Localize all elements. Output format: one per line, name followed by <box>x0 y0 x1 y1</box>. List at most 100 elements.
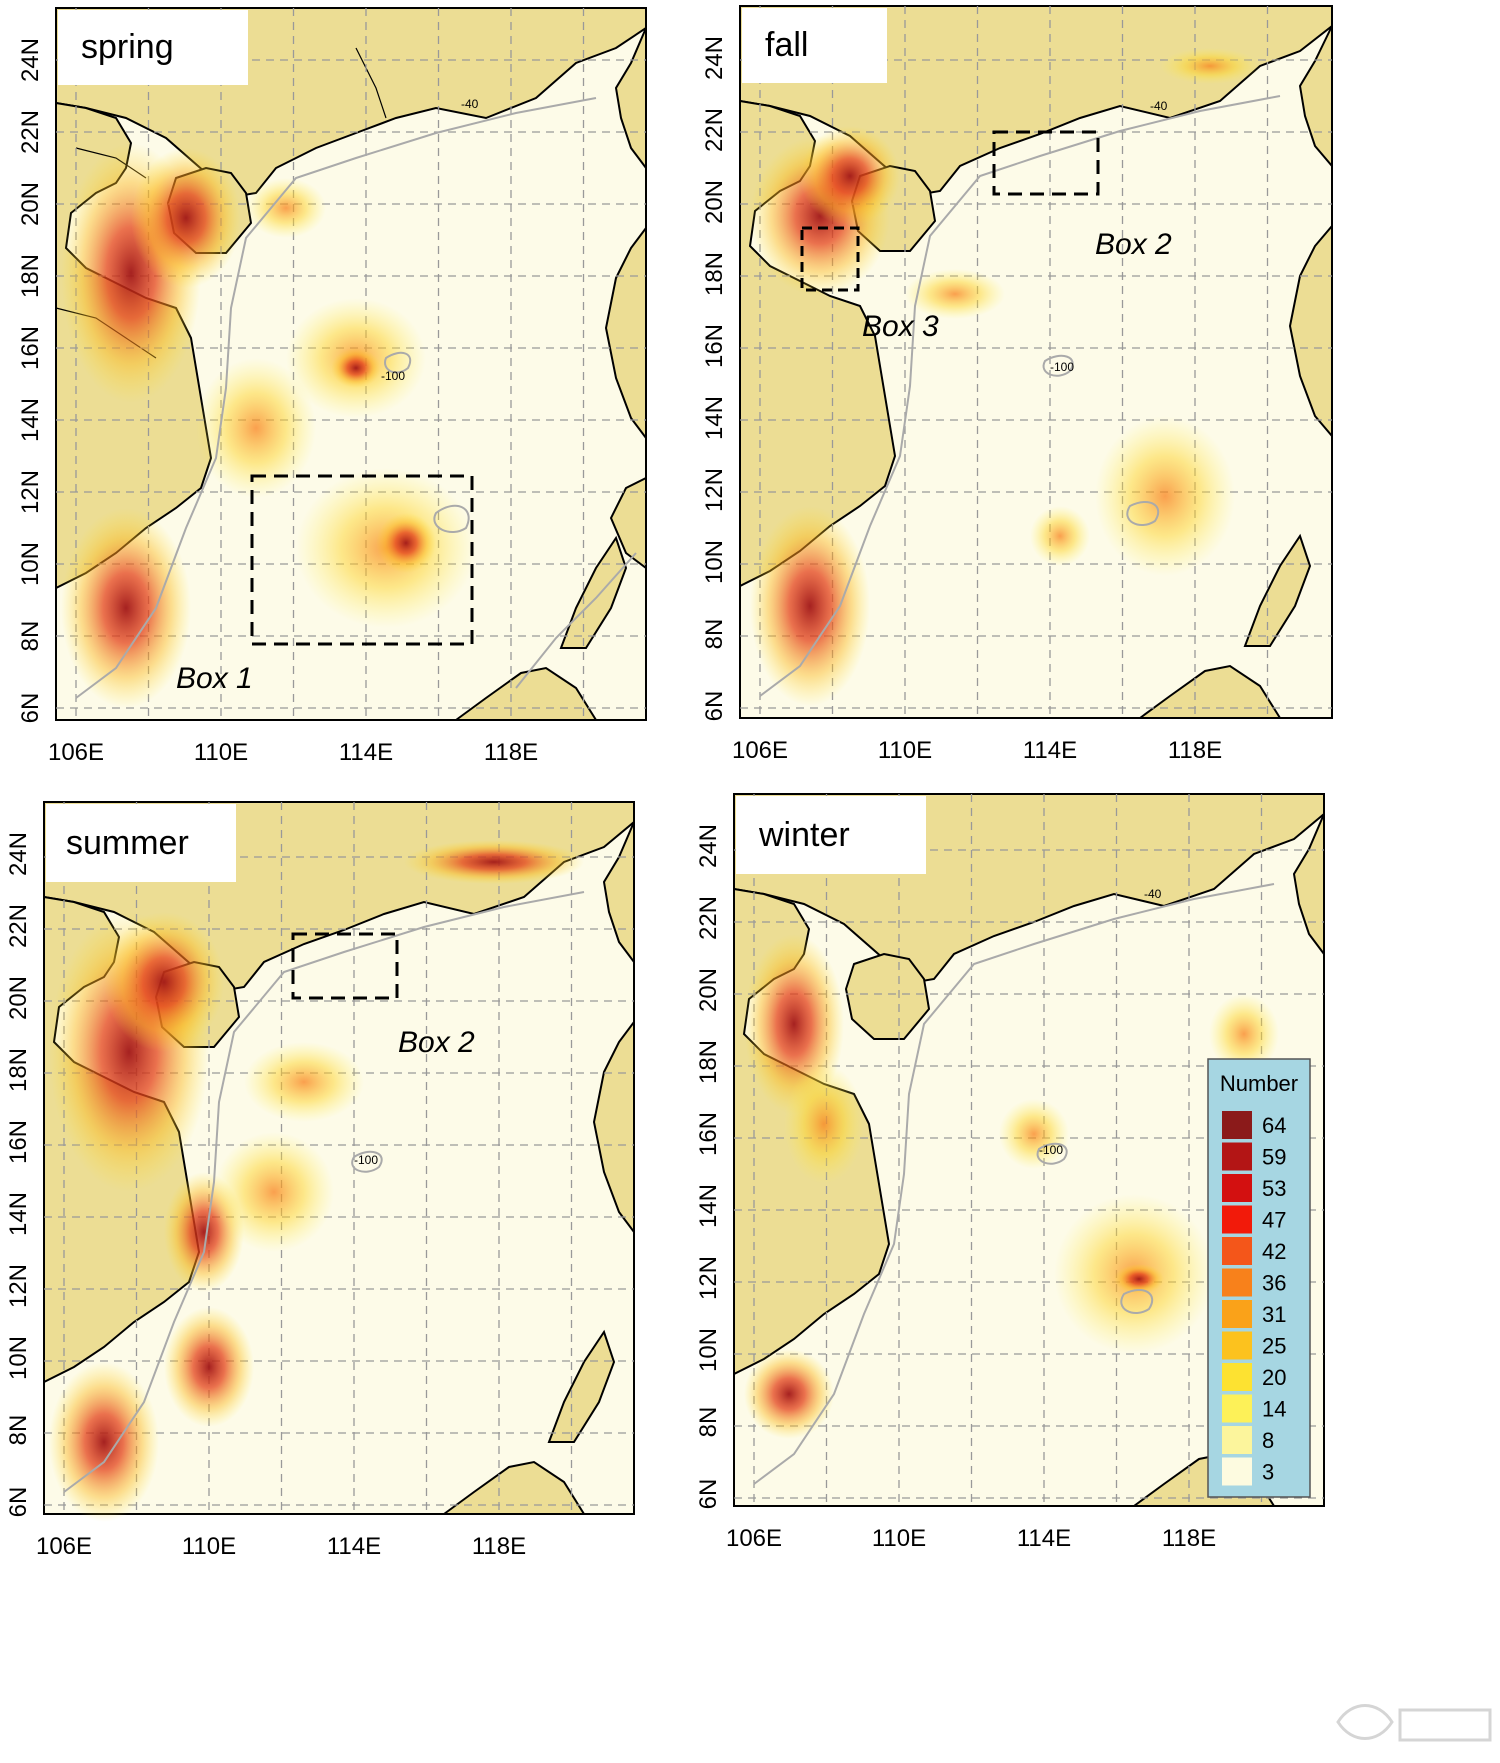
contour-label: -100 <box>381 369 405 383</box>
season-label: spring <box>81 28 174 66</box>
study-box-outline <box>992 130 1100 196</box>
bathymetry-contours <box>753 883 1275 1485</box>
bathymetry-contours <box>63 891 585 1493</box>
y-tick-label: 22N <box>701 108 728 152</box>
gridlines <box>740 6 1332 718</box>
y-tick-label: 10N <box>5 1336 32 1380</box>
y-tick-label: 10N <box>17 542 44 586</box>
y-tick-label: 18N <box>701 252 728 296</box>
legend-level-label: 53 <box>1262 1176 1286 1201</box>
legend-level-label: 64 <box>1262 1113 1286 1138</box>
x-tick-label: 110E <box>878 737 932 764</box>
x-tick-label: 118E <box>484 739 538 766</box>
season-label-bg <box>58 10 248 85</box>
study-box-outline <box>291 932 399 1000</box>
y-tick-label: 12N <box>5 1264 32 1308</box>
y-tick-label: 18N <box>5 1048 32 1092</box>
season-label-bg <box>46 804 236 882</box>
y-tick-label: 12N <box>701 468 728 512</box>
y-tick-label: 20N <box>5 976 32 1020</box>
legend-swatches: 64 59 53 47 42 36 31 25 20 14 8 3 <box>1222 1111 1286 1486</box>
y-tick-label: 18N <box>17 254 44 298</box>
x-tick-label: 106E <box>48 739 104 766</box>
y-tick-label: 16N <box>695 1112 722 1156</box>
y-tick-label: 6N <box>701 691 728 722</box>
legend-level-label: 47 <box>1262 1208 1286 1233</box>
legend-level-label: 20 <box>1262 1365 1286 1390</box>
y-tick-label: 24N <box>5 832 32 876</box>
contour-label: -40 <box>1150 99 1168 113</box>
y-tick-label: 18N <box>695 1040 722 1084</box>
density-hotspots <box>61 143 476 708</box>
y-tick-label: 8N <box>5 1415 32 1446</box>
x-tick-label: 110E <box>872 1525 926 1552</box>
y-tick-label: 8N <box>695 1407 722 1438</box>
y-tick-label: 10N <box>701 540 728 584</box>
y-tick-label: 16N <box>5 1120 32 1164</box>
season-label-bg <box>742 8 887 83</box>
legend-level-label: 25 <box>1262 1334 1286 1359</box>
x-tick-label: 106E <box>36 1533 92 1560</box>
y-tick-label: 8N <box>701 619 728 650</box>
box-label: Box 2 <box>1095 228 1172 261</box>
legend-swatch <box>1222 1142 1252 1171</box>
legend-level-label: 42 <box>1262 1239 1286 1264</box>
watermark <box>1336 1704 1492 1742</box>
contour-labels: -40 -100 <box>1039 887 1162 1157</box>
season-label-bg <box>736 796 926 874</box>
legend-swatch <box>1222 1363 1252 1391</box>
legend-swatch <box>1222 1237 1252 1265</box>
y-tick-label: 22N <box>695 896 722 940</box>
season-label: summer <box>66 824 189 862</box>
axis-labels: 106E 110E 114E 118E 6N 8N 10N 12N 14N 16N 18N 20N 22… <box>5 36 1222 1560</box>
y-tick-label: 6N <box>17 693 44 724</box>
y-tick-label: 24N <box>17 38 44 82</box>
watermark-logo <box>1398 1708 1492 1742</box>
legend-swatch <box>1222 1426 1252 1454</box>
y-tick-label: 14N <box>701 396 728 440</box>
legend-title: Number <box>1220 1071 1298 1096</box>
study-box-outline <box>800 226 860 292</box>
study-box-outline <box>250 474 474 646</box>
y-tick-label: 24N <box>701 36 728 80</box>
legend-swatch <box>1222 1457 1252 1486</box>
x-tick-label: 114E <box>339 739 393 766</box>
box-label: Box 3 <box>862 310 939 343</box>
y-tick-label: 14N <box>17 398 44 442</box>
panel-fall: -40 -100 fall Box 2 Box 3 <box>739 5 1333 719</box>
y-tick-label: 24N <box>695 824 722 868</box>
density-hotspots <box>750 48 1260 706</box>
box-label: Box 1 <box>176 662 253 695</box>
panel-summer: -100 summer Box 2 <box>43 801 635 1522</box>
contour-labels: -40 -100 <box>381 97 479 383</box>
y-tick-label: 8N <box>17 621 44 652</box>
x-tick-label: 106E <box>726 1525 782 1552</box>
legend-swatch <box>1222 1331 1252 1360</box>
y-tick-label: 6N <box>5 1487 32 1518</box>
y-tick-label: 22N <box>17 110 44 154</box>
legend-swatch <box>1222 1300 1252 1328</box>
contour-label: -100 <box>1050 360 1074 374</box>
box-label: Box 2 <box>398 1026 475 1059</box>
bathymetry-contours <box>75 97 637 699</box>
legend-level-label: 3 <box>1262 1460 1274 1485</box>
y-tick-label: 14N <box>5 1192 32 1236</box>
panel-spring: -40 -100 spring Box 1 <box>55 7 647 721</box>
legend-swatch <box>1222 1205 1252 1234</box>
x-tick-label: 114E <box>1023 737 1077 764</box>
contour-label: -100 <box>354 1153 378 1167</box>
watermark-logo <box>1336 1704 1394 1740</box>
legend-swatch <box>1222 1174 1252 1202</box>
x-tick-label: 114E <box>1017 1525 1071 1552</box>
bathymetry-contours <box>759 95 1281 697</box>
y-tick-label: 12N <box>17 470 44 514</box>
x-tick-label: 106E <box>732 737 788 764</box>
y-tick-label: 22N <box>5 904 32 948</box>
legend-level-label: 31 <box>1262 1302 1286 1327</box>
y-tick-label: 20N <box>701 180 728 224</box>
y-tick-label: 16N <box>701 324 728 368</box>
x-tick-label: 110E <box>194 739 248 766</box>
panel-winter: -40 -100 winter Number 64 59 53 47 42 36 31 25 2… <box>733 793 1325 1507</box>
legend-swatch <box>1222 1394 1252 1423</box>
